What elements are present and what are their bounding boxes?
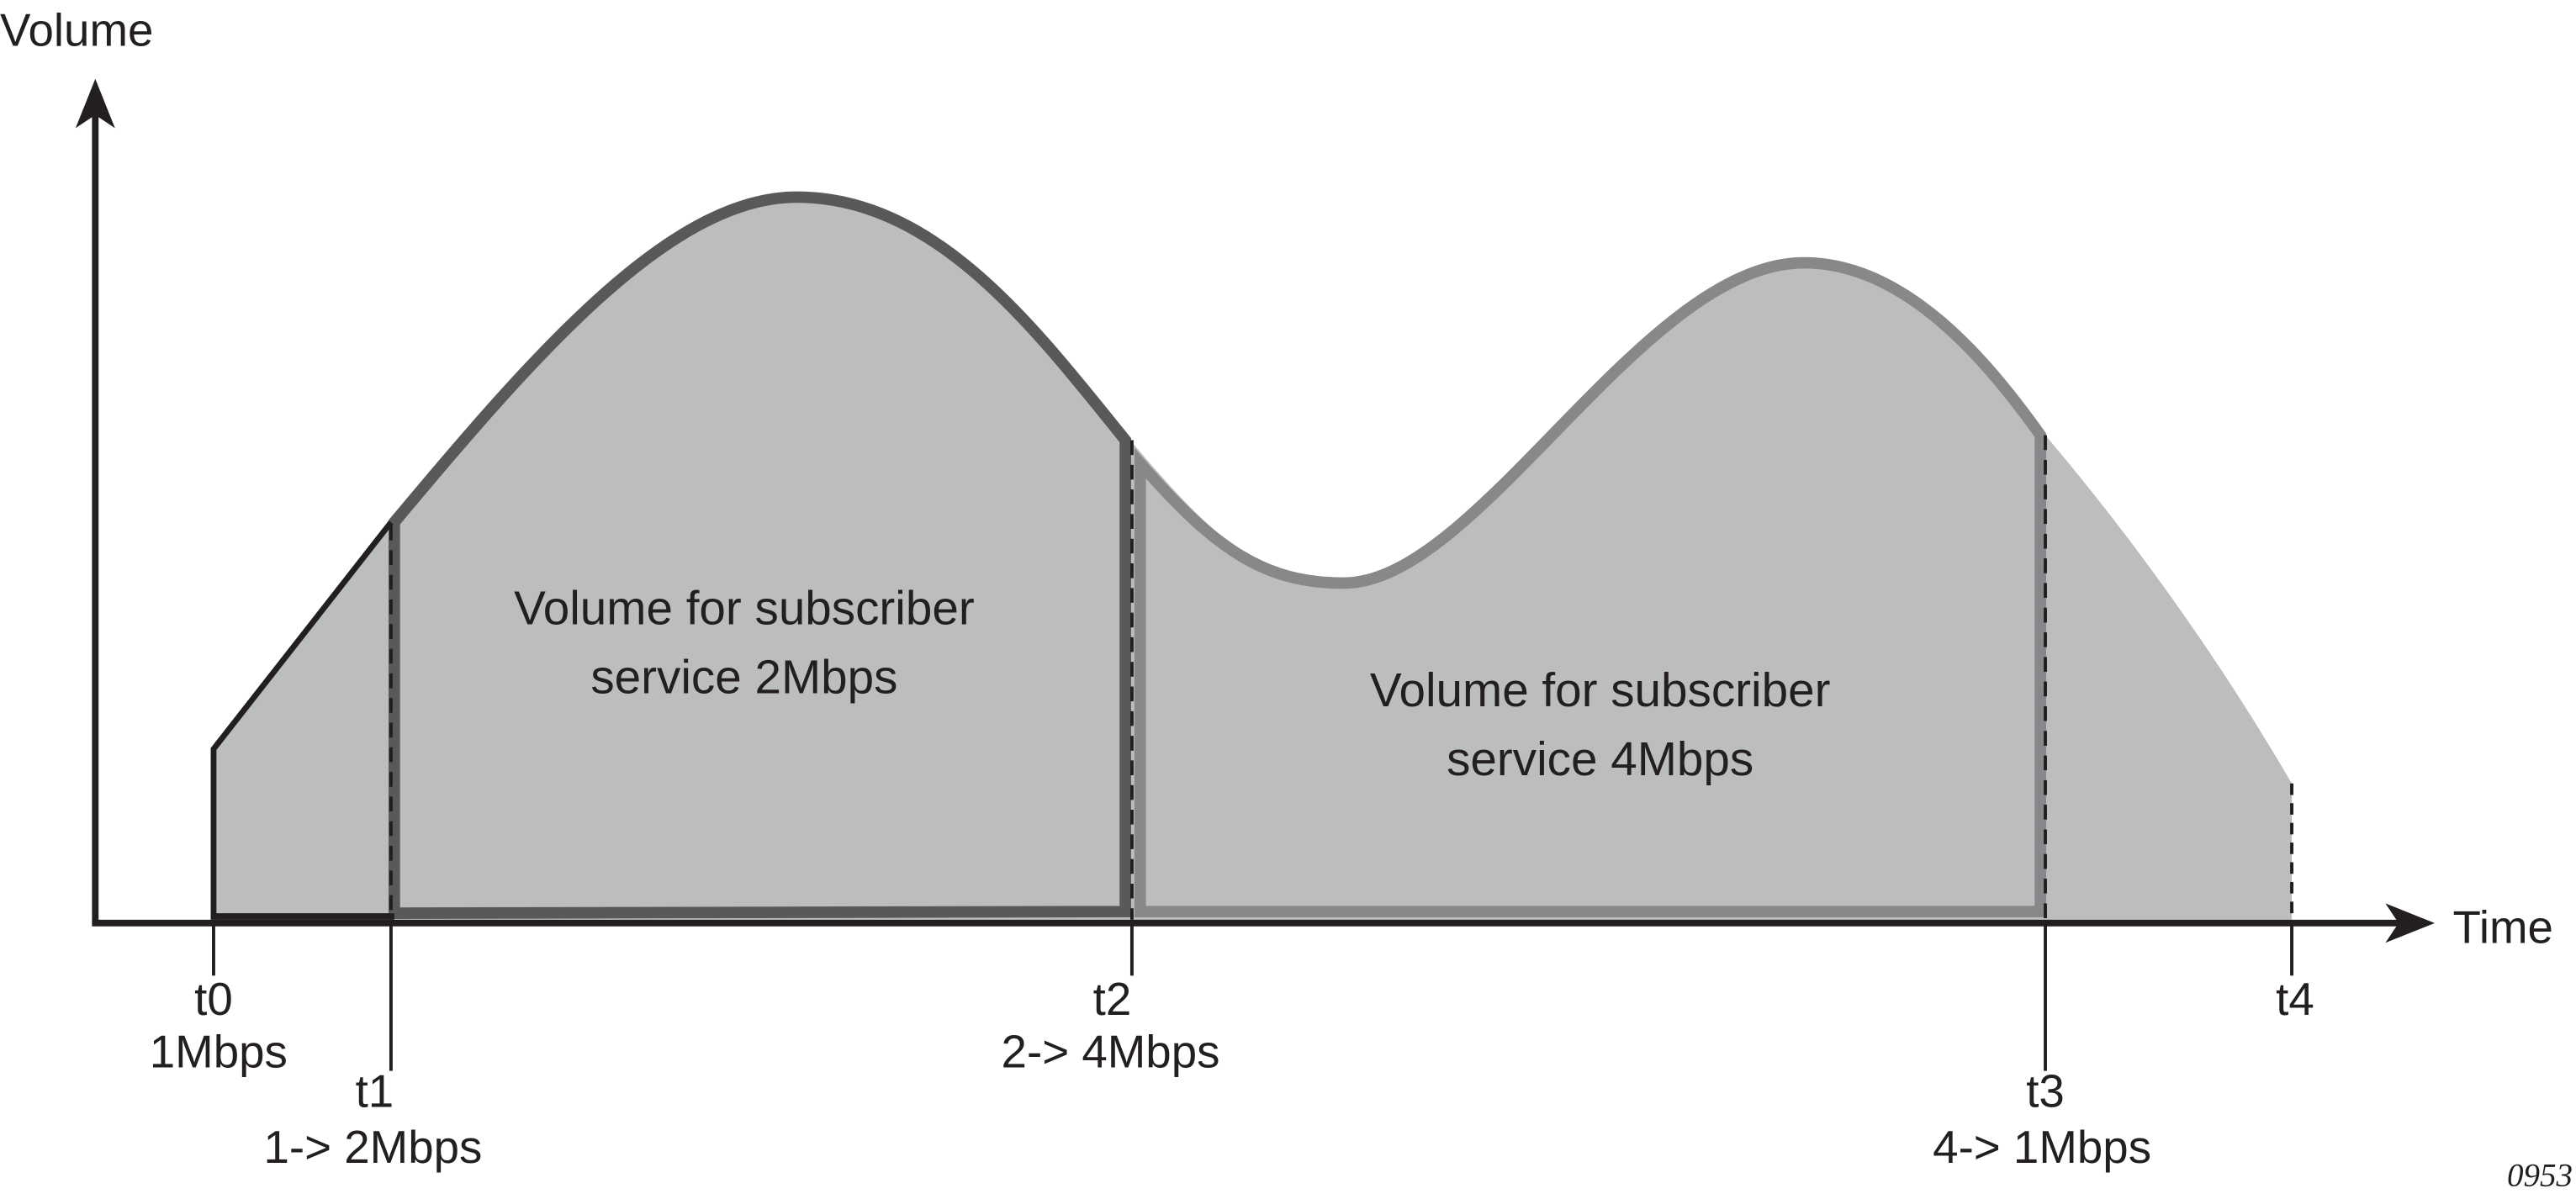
region-2mbps-label-line2: service 2Mbps — [590, 651, 897, 704]
figure-id: 0953 — [2507, 1157, 2573, 1193]
t0-rate: 1Mbps — [150, 1026, 288, 1078]
region-1mbps-outline — [210, 520, 394, 920]
region-2mbps-outline — [389, 191, 1131, 919]
t3-label: t3 — [2026, 1065, 2065, 1117]
t2-rate: 2-> 4Mbps — [1002, 1026, 1220, 1078]
t1-rate: 1-> 2Mbps — [263, 1121, 482, 1173]
y-axis-arrow-icon — [75, 78, 115, 129]
region-4mbps-label-line1: Volume for subscriber — [1370, 664, 1831, 717]
t1-label: t1 — [356, 1065, 394, 1117]
region-4mbps-label-line2: service 4Mbps — [1447, 733, 1753, 786]
t0-label: t0 — [194, 973, 233, 1025]
t3-rate: 4-> 1Mbps — [1933, 1121, 2151, 1173]
y-axis-label: Volume — [0, 4, 153, 56]
t2-label: t2 — [1093, 973, 1132, 1025]
t4-label: t4 — [2276, 973, 2314, 1025]
x-axis-label: Time — [2452, 901, 2553, 953]
region-4mbps-outline — [1134, 256, 2047, 917]
x-axis-arrow-icon — [2385, 903, 2435, 943]
region-2mbps-label-line1: Volume for subscriber — [514, 582, 975, 635]
